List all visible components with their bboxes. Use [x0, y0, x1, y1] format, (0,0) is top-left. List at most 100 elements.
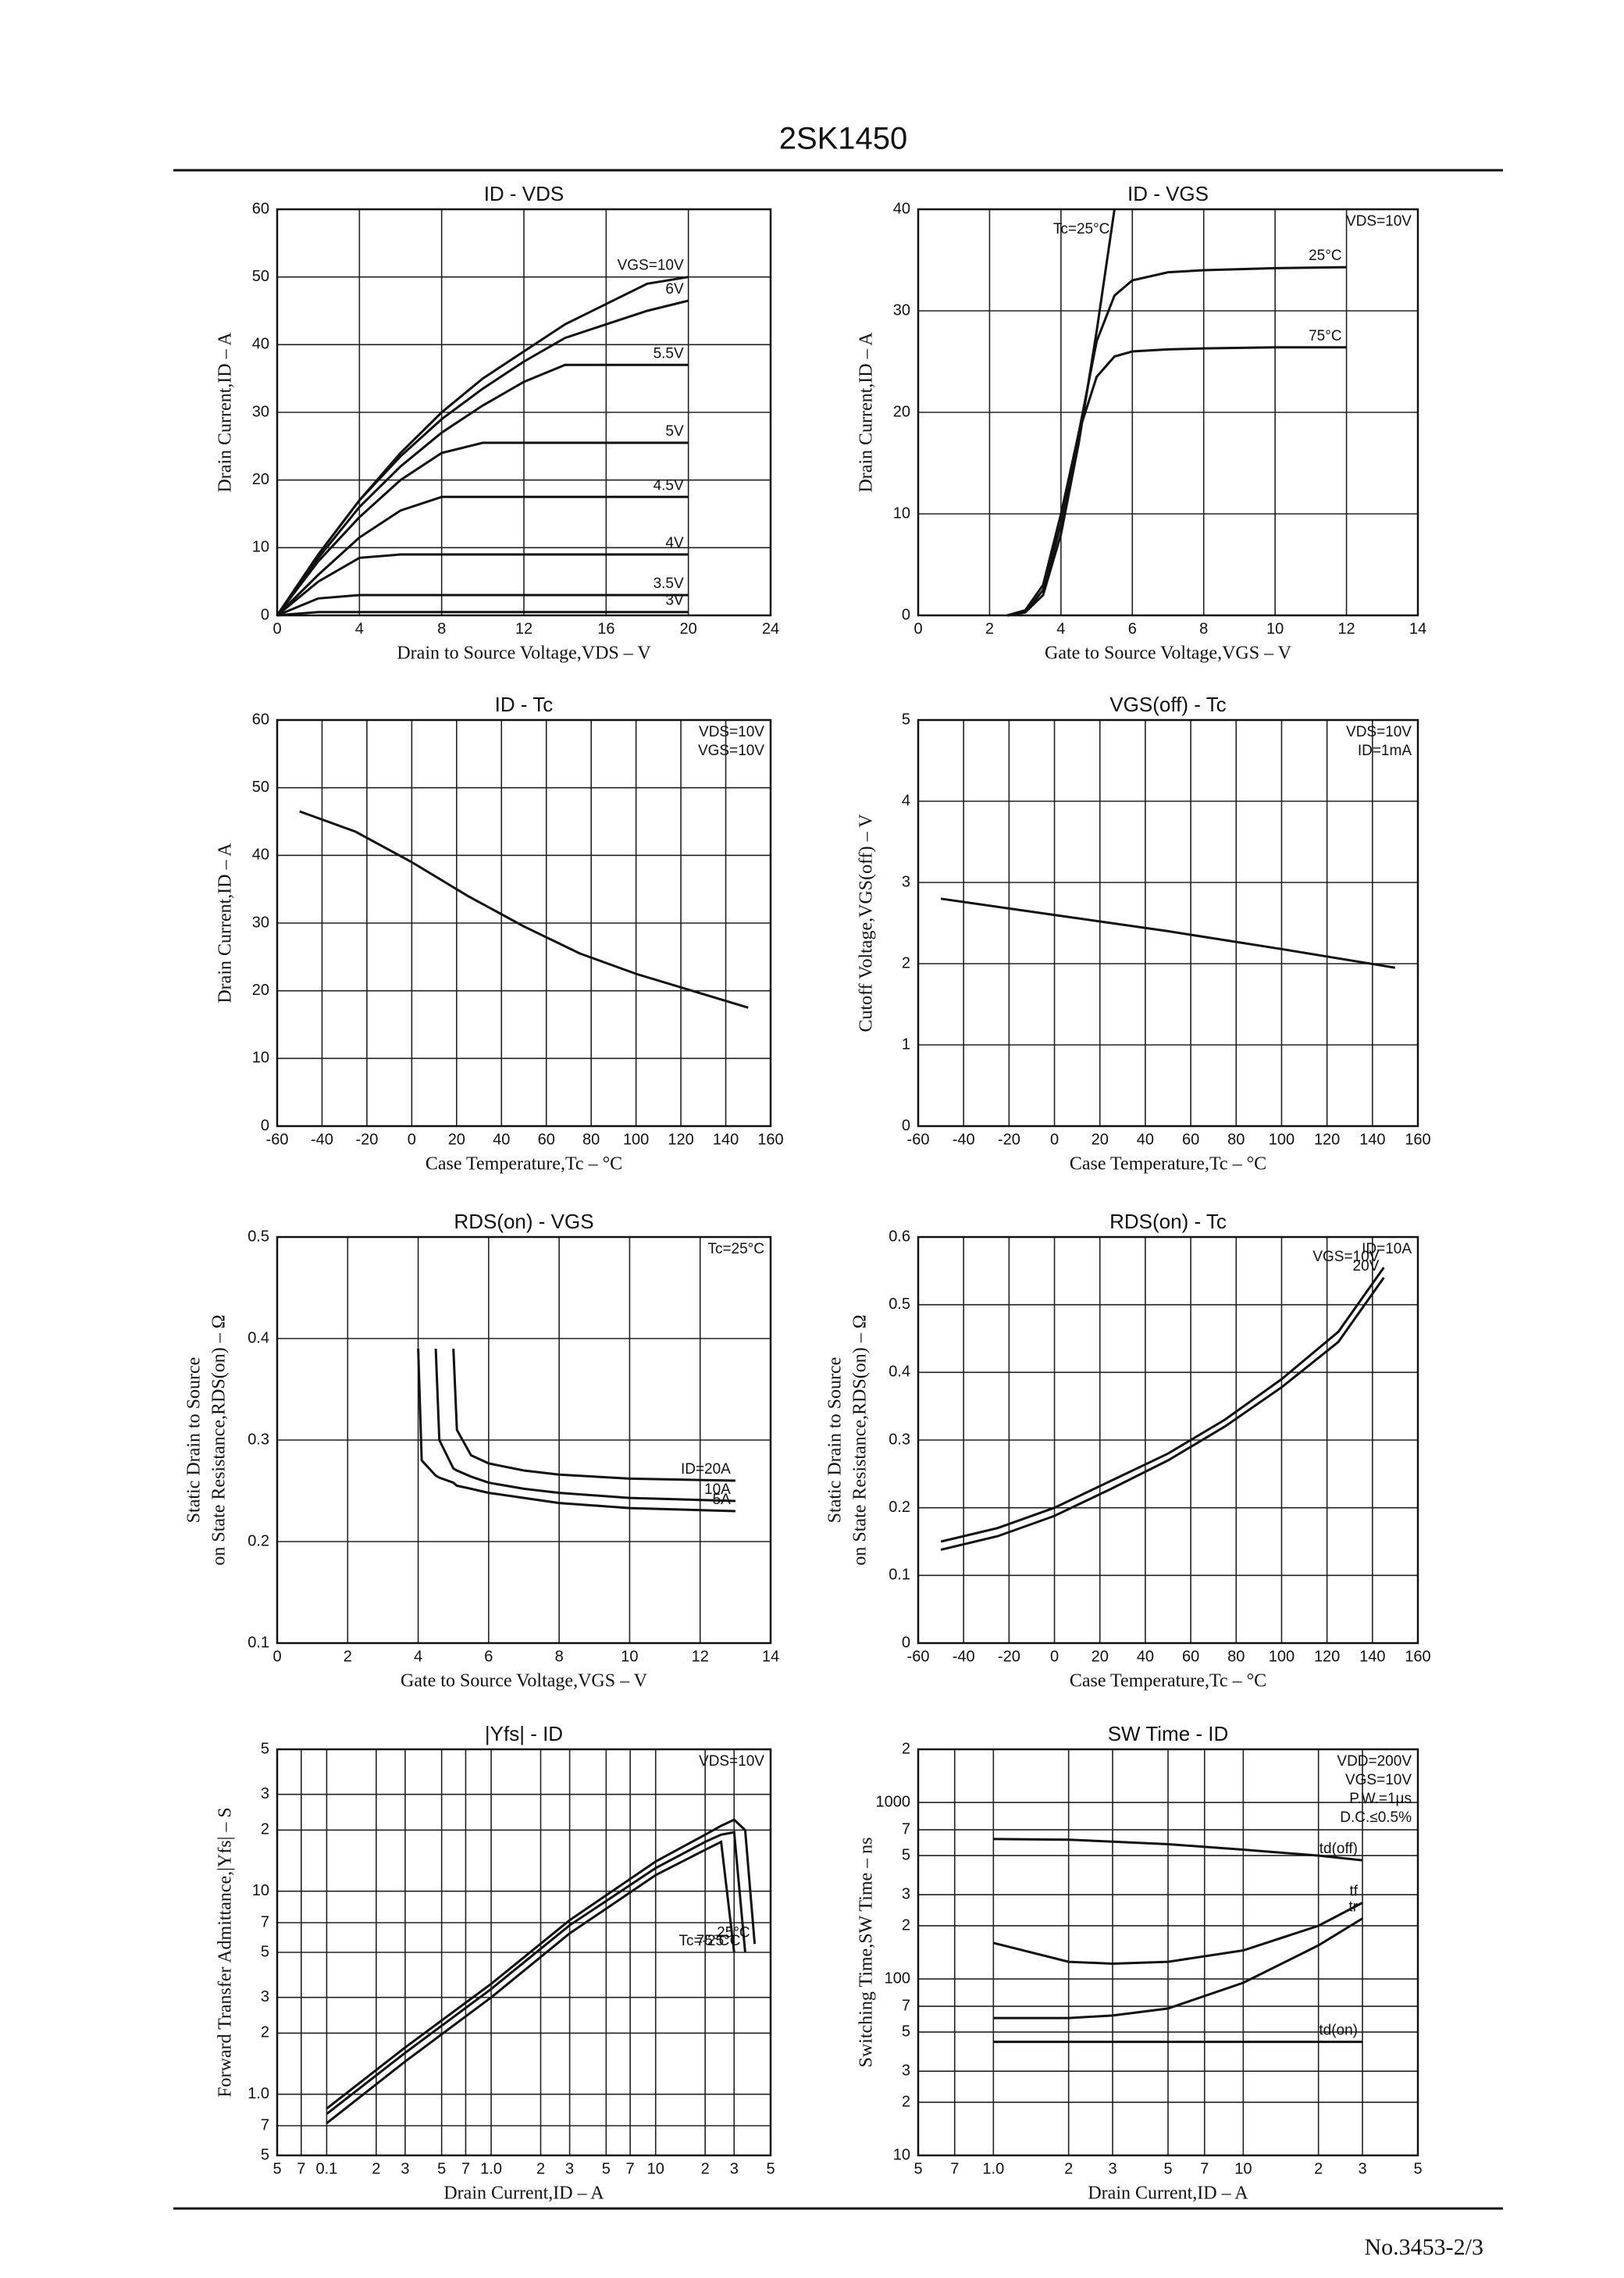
- y-tick-label: 2: [902, 1740, 910, 1757]
- y-tick-label: 0: [902, 606, 910, 623]
- curve-label: td(off): [1320, 1841, 1358, 1857]
- y-axis-label: on State Resistance,RDS(on) – Ω: [209, 1314, 230, 1565]
- x-axis-label: Drain to Source Voltage,VDS – V: [397, 643, 651, 664]
- curve-label: Tc=-25°C: [678, 1933, 740, 1949]
- x-axis-label: Case Temperature,Tc – °C: [1070, 1671, 1266, 1692]
- annotation: Tc=25°C: [707, 1241, 764, 1257]
- x-tick-label: 5: [1413, 2160, 1422, 2177]
- y-axis-label: Static Drain to Source: [825, 1357, 846, 1524]
- x-tick-label: 0: [914, 620, 922, 637]
- x-tick-label: 8: [555, 1648, 564, 1665]
- x-tick-label: -40: [311, 1131, 333, 1148]
- x-tick-label: 100: [1269, 1648, 1295, 1665]
- curve-label: Tc=25°C: [1053, 221, 1110, 237]
- x-tick-label: 7: [1200, 2160, 1209, 2177]
- curve-label: 5V: [665, 423, 684, 440]
- x-tick-label: 80: [1227, 1648, 1245, 1665]
- annotation: P.W.=1μs: [1349, 1791, 1412, 1807]
- x-tick-label: 20: [448, 1131, 465, 1148]
- x-axis-label: Drain Current,ID – A: [1088, 2184, 1248, 2204]
- curve-label: tf: [1349, 1884, 1358, 1900]
- curve-label: 20V: [1353, 1258, 1380, 1274]
- x-tick-label: 7: [950, 2160, 959, 2177]
- x-tick-label: 2: [701, 2160, 710, 2177]
- annotation: D.C.≤0.5%: [1340, 1809, 1412, 1826]
- x-tick-label: -60: [907, 1131, 930, 1148]
- y-tick-label: 40: [252, 847, 269, 864]
- y-tick-label: 3: [261, 1785, 269, 1802]
- y-axis-label: Drain Current,ID – A: [215, 843, 236, 1004]
- x-tick-label: 7: [461, 2160, 470, 2177]
- x-axis-label: Drain Current,ID – A: [443, 2184, 604, 2204]
- y-tick-label: 2: [902, 954, 910, 971]
- y-tick-label: 10: [252, 539, 269, 556]
- curve-label: 25°C: [717, 1924, 750, 1941]
- x-tick-label: 0: [408, 1131, 416, 1148]
- curve: [276, 299, 689, 616]
- y-tick-label: 3: [902, 2062, 910, 2079]
- x-tick-label: 16: [597, 620, 614, 637]
- curve: [326, 1818, 757, 2110]
- x-tick-label: 2: [985, 620, 994, 637]
- x-axis-label: Case Temperature,Tc – °C: [1070, 1154, 1266, 1175]
- y-tick-label: 10: [252, 1050, 269, 1067]
- x-tick-label: 0: [1050, 1648, 1059, 1665]
- curve-label: 4V: [665, 535, 684, 551]
- y-tick-label: 10: [893, 2146, 910, 2163]
- curve: [434, 1348, 735, 1503]
- x-tick-label: 4: [414, 1648, 422, 1665]
- y-axis-label: Switching Time,SW Time – ns: [857, 1838, 877, 2068]
- y-tick-label: 60: [252, 711, 269, 728]
- annotation: ID=10A: [1362, 1241, 1412, 1257]
- x-tick-label: 5: [272, 2160, 281, 2177]
- curve-label: 3.5V: [654, 576, 684, 592]
- curve-label: 6V: [665, 281, 684, 298]
- chart-title: |Yfs| - ID: [485, 1722, 563, 1745]
- annotation: VDS=10V: [699, 724, 764, 740]
- x-tick-label: 3: [401, 2160, 409, 2177]
- curve-label: 75°C: [1309, 328, 1341, 344]
- curve: [940, 897, 1396, 969]
- x-tick-label: -40: [953, 1648, 975, 1665]
- y-tick-label: 0.2: [248, 1532, 269, 1549]
- x-tick-label: 5: [766, 2160, 775, 2177]
- y-tick-label: 0.3: [889, 1431, 910, 1448]
- y-tick-label: 10: [252, 1882, 269, 1899]
- x-axis-label: Gate to Source Voltage,VGS – V: [401, 1671, 648, 1692]
- plot-frame: [276, 718, 772, 1128]
- curve-label: tr: [1348, 1899, 1358, 1916]
- x-tick-label: -40: [953, 1131, 975, 1148]
- curve: [326, 1831, 746, 2116]
- y-tick-label: 0.5: [889, 1296, 910, 1313]
- x-tick-label: 2: [1314, 2160, 1323, 2177]
- x-tick-label: 8: [1199, 620, 1208, 637]
- x-tick-label: 140: [1359, 1648, 1385, 1665]
- x-tick-label: 14: [1409, 620, 1426, 637]
- x-tick-label: 7: [626, 2160, 635, 2177]
- x-tick-label: 0: [272, 1648, 281, 1665]
- x-tick-label: 2: [344, 1648, 352, 1665]
- x-tick-label: 20: [1092, 1648, 1109, 1665]
- x-tick-label: 5: [437, 2160, 446, 2177]
- x-tick-label: 4: [355, 620, 364, 637]
- y-tick-label: 10: [893, 504, 910, 522]
- y-tick-label: 0.1: [889, 1567, 910, 1584]
- y-tick-label: 2: [261, 1821, 269, 1838]
- y-tick-label: 50: [252, 268, 269, 285]
- y-axis-label: Static Drain to Source: [184, 1357, 205, 1524]
- y-tick-label: 2: [902, 1916, 910, 1934]
- chart-title: RDS(on) - Tc: [1109, 1210, 1227, 1233]
- y-axis-label: Forward Transfer Admittance,|Yfs| – S: [215, 1807, 236, 2098]
- x-tick-label: 3: [565, 2160, 574, 2177]
- y-tick-label: 0.3: [248, 1431, 269, 1448]
- chart-title: ID - VDS: [484, 182, 564, 205]
- x-tick-label: 100: [1269, 1131, 1295, 1148]
- x-tick-label: 120: [1314, 1648, 1340, 1665]
- x-tick-label: 12: [515, 620, 532, 637]
- curve-label: VGS=10V: [618, 258, 684, 274]
- x-tick-label: -60: [266, 1131, 289, 1148]
- y-tick-label: 0.4: [248, 1329, 269, 1346]
- y-tick-label: 5: [902, 1846, 910, 1863]
- x-tick-label: 1.0: [480, 2160, 502, 2177]
- y-tick-label: 40: [893, 200, 910, 217]
